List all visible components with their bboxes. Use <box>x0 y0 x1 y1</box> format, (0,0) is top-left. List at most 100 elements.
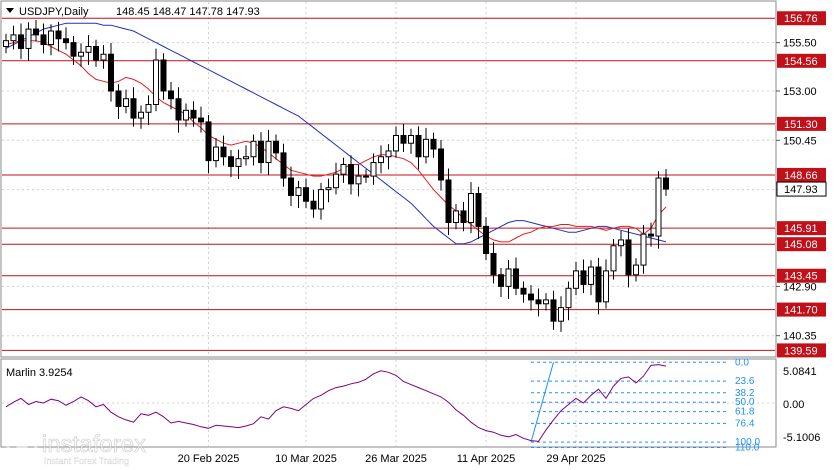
bull-candle-body <box>265 140 272 164</box>
bear-candle-body <box>70 42 77 57</box>
bear-candle-body <box>663 177 669 190</box>
bull-candle-body <box>10 34 17 42</box>
bear-candle-body <box>483 225 489 254</box>
bear-candle-body <box>648 233 654 237</box>
bear-candle-body <box>190 109 197 119</box>
level-price-label: 148.66 <box>784 170 818 182</box>
watermark-brand: instaforex <box>42 431 146 458</box>
bear-candle-body <box>550 299 557 322</box>
bear-candle-body <box>415 134 422 158</box>
level-price-tag <box>777 221 826 236</box>
level-price-tag <box>777 343 826 358</box>
bull-candle-body <box>123 98 129 107</box>
fib-level-label: 61.8 <box>735 407 755 418</box>
bull-candle-body <box>633 264 639 276</box>
indicator-scale-top: 5.0841 <box>783 366 817 378</box>
bear-candle-body <box>528 293 534 301</box>
chart-menu-arrow-icon[interactable] <box>6 8 14 13</box>
bull-candle-body <box>603 270 609 303</box>
bear-candle-body <box>273 140 279 154</box>
bear-candle-body <box>288 177 294 196</box>
candlesticks <box>3 19 669 332</box>
bear-candle-body <box>130 98 137 119</box>
level-price-label: 145.91 <box>784 223 818 235</box>
bear-candle-body <box>475 193 482 227</box>
marlin-line <box>5 364 667 442</box>
price-tick-label: 155.50 <box>783 38 817 50</box>
fib-level-label: 0.0 <box>735 357 749 368</box>
fib-level-label: 50.0 <box>735 397 755 408</box>
bull-candle-body <box>543 299 549 305</box>
bull-candle-body <box>505 268 512 287</box>
current-price-label: 147.93 <box>784 184 818 196</box>
bear-candle-body <box>280 152 287 179</box>
current-price-tag <box>776 181 827 197</box>
price-axis: 155.50153.00150.45147.90142.90140.35156.… <box>776 11 827 358</box>
level-price-tag <box>777 53 826 68</box>
level-price-label: 156.76 <box>784 13 818 25</box>
fib-level-label: 23.6 <box>735 376 755 387</box>
indicator-scale-bottom: -5.1006 <box>783 432 820 444</box>
bull-candle-body <box>363 175 369 178</box>
level-price-tag <box>777 116 826 131</box>
bull-candle-body <box>243 156 249 160</box>
bull-candle-body <box>25 28 32 49</box>
indicator-label: Marlin 3.9254 <box>6 367 73 379</box>
time-tick-label: 10 Mar 2025 <box>275 453 337 465</box>
indicator-pane-frame <box>0 358 777 448</box>
ma-slow-line <box>5 22 667 245</box>
bear-candle-body <box>490 252 497 276</box>
bear-candle-body <box>168 90 174 100</box>
bull-candle-body <box>640 233 647 266</box>
level-price-label: 143.45 <box>784 271 818 283</box>
bear-candle-body <box>18 34 24 49</box>
fib-trend-line <box>530 362 554 443</box>
bear-candle-body <box>310 200 317 210</box>
bull-candle-body <box>408 134 414 144</box>
logo-ring-icon <box>6 429 38 461</box>
level-price-tag <box>777 302 826 317</box>
bull-candle-body <box>48 30 54 46</box>
marlin-indicator <box>5 364 667 442</box>
bull-candle-body <box>655 177 662 237</box>
bull-candle-body <box>85 45 92 53</box>
bear-candle-body <box>520 287 527 295</box>
watermark-tagline: Instant Forex Trading <box>44 456 129 466</box>
price-tick-label: 150.45 <box>783 135 817 147</box>
bull-candle-body <box>393 134 399 152</box>
bull-candle-body <box>235 158 242 167</box>
bull-candle-body <box>385 150 392 158</box>
level-price-tag <box>777 237 826 252</box>
level-price-tag <box>777 11 826 26</box>
level-price-tag <box>777 268 826 283</box>
fib-level-label: 38.2 <box>735 388 755 399</box>
fib-level-label: 110.0 <box>735 443 760 454</box>
time-tick-label: 20 Feb 2025 <box>178 453 240 465</box>
bull-candle-body <box>468 193 474 224</box>
bear-candle-body <box>220 146 227 158</box>
bull-candle-body <box>355 175 362 185</box>
bear-candle-body <box>160 59 167 92</box>
bear-candle-body <box>115 90 122 107</box>
symbol-label: USDJPY,Daily <box>19 6 89 18</box>
bull-candle-body <box>588 266 594 285</box>
logo-core-icon <box>16 439 28 451</box>
bull-candle-body <box>565 287 572 309</box>
grid-lines <box>2 2 775 446</box>
fib-level-label: 100.0 <box>735 437 760 448</box>
bull-candle-body <box>250 140 257 158</box>
bull-candle-body <box>145 104 152 113</box>
bear-candle-body <box>258 140 264 164</box>
bear-candle-body <box>400 134 407 144</box>
main-pane-frame <box>0 0 777 358</box>
time-tick-label: 29 Apr 2025 <box>546 453 605 465</box>
bear-candle-body <box>55 30 62 40</box>
price-tick-label: 153.00 <box>783 86 817 98</box>
bull-candle-body <box>78 51 84 57</box>
bear-candle-body <box>63 38 69 44</box>
bear-candle-body <box>303 187 309 202</box>
bear-candle-body <box>625 239 632 276</box>
